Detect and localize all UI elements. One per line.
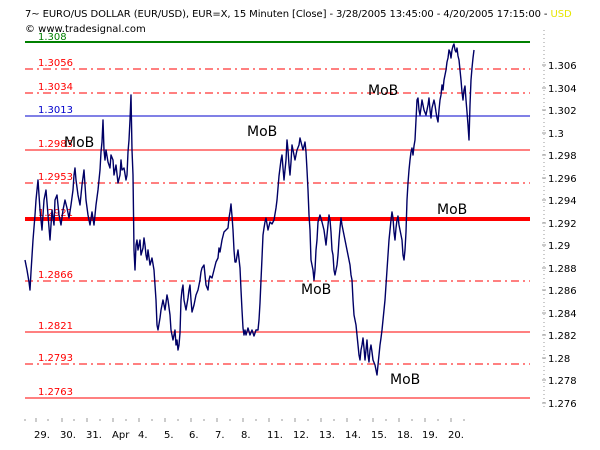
x-tick-label: 11. <box>267 430 283 441</box>
x-tick-label: 30. <box>60 430 76 441</box>
title-main: 7~ EURO/US DOLLAR (EUR/USD), EUR=X, 15 M… <box>25 9 551 20</box>
level-labels: 1.308 1.3056 1.3034 1.3013 1.2983 1.2953… <box>38 32 73 398</box>
y-tick-label: 1.294 <box>548 196 577 207</box>
mob-annotations: MoB MoB MoB MoB MoB MoB <box>64 83 467 388</box>
x-tick-label: 14. <box>345 430 361 441</box>
x-axis-ticks <box>24 418 465 422</box>
y-tick-label: 1.304 <box>548 84 577 95</box>
y-tick-label: 1.282 <box>548 331 577 342</box>
level-label: 1.2821 <box>38 321 73 332</box>
y-tick-label: 1.28 <box>548 354 570 365</box>
x-tick-label: 5. <box>164 430 174 441</box>
level-label: 1.2921 <box>38 208 73 219</box>
level-label: 1.2953 <box>38 172 73 183</box>
x-tick-label: 6. <box>189 430 199 441</box>
level-lines <box>25 41 530 399</box>
level-label: 1.2763 <box>38 387 73 398</box>
y-axis-ticks <box>542 64 546 404</box>
y-tick-label: 1.278 <box>548 376 577 387</box>
level-label: 1.308 <box>38 32 67 43</box>
y-tick-label: 1.292 <box>548 219 577 230</box>
level-label: 1.3013 <box>38 105 73 116</box>
x-tick-label: Apr <box>112 430 130 441</box>
mob-annotation: MoB <box>390 372 420 388</box>
mob-annotation: MoB <box>247 124 277 140</box>
x-tick-label: 20. <box>448 430 464 441</box>
level-label: 1.2866 <box>38 270 73 281</box>
y-tick-label: 1.298 <box>548 151 577 162</box>
x-tick-label: 15. <box>371 430 387 441</box>
x-tick-label: 8. <box>241 430 251 441</box>
level-label: 1.3034 <box>38 82 73 93</box>
x-axis: 29. 30. 31. Apr 4. 5. 6. 7. 8. 11. 12. 1… <box>24 418 465 441</box>
x-tick-label: 31. <box>86 430 102 441</box>
x-tick-label: 29. <box>34 430 50 441</box>
level-label: 1.3056 <box>38 58 73 69</box>
mob-annotation: MoB <box>437 202 467 218</box>
y-tick-label: 1.288 <box>548 264 577 275</box>
y-axis: 1.306 1.304 1.302 1.3 1.298 1.296 1.294 … <box>542 30 577 410</box>
y-tick-label: 1.306 <box>548 61 577 72</box>
level-label: 1.2793 <box>38 353 73 364</box>
x-tick-label: 7. <box>215 430 225 441</box>
mob-annotation: MoB <box>368 83 398 99</box>
y-tick-label: 1.286 <box>548 286 577 297</box>
y-tick-label: 1.284 <box>548 309 577 320</box>
mob-annotation: MoB <box>64 135 94 151</box>
x-tick-label: 19. <box>422 430 438 441</box>
x-tick-label: 4. <box>138 430 148 441</box>
x-tick-label: 13. <box>319 430 335 441</box>
y-tick-label: 1.296 <box>548 174 577 185</box>
y-tick-label: 1.302 <box>548 106 577 117</box>
chart-title: 7~ EURO/US DOLLAR (EUR/USD), EUR=X, 15 M… <box>25 9 572 20</box>
title-currency: USD <box>550 9 572 20</box>
y-tick-label: 1.3 <box>548 129 564 140</box>
level-label: 1.2983 <box>38 139 73 150</box>
mob-annotation: MoB <box>301 282 331 298</box>
y-tick-label: 1.276 <box>548 399 577 410</box>
y-tick-label: 1.29 <box>548 241 570 252</box>
x-tick-label: 12. <box>293 430 309 441</box>
x-tick-label: 18. <box>397 430 413 441</box>
price-line <box>24 43 475 376</box>
copyright-text: © www.tradesignal.com <box>25 24 146 35</box>
